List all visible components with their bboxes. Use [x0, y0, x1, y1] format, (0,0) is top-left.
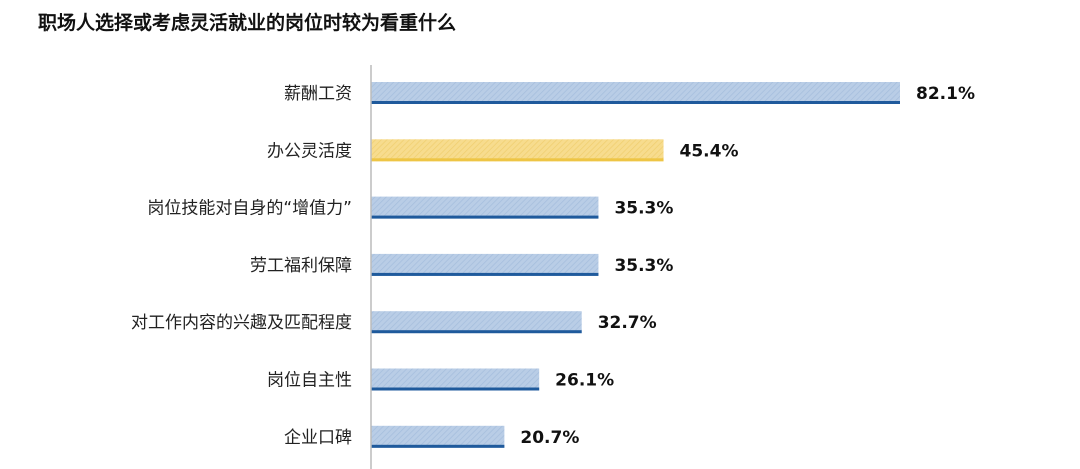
data-label: 82.1%	[916, 84, 975, 104]
data-label: 35.3%	[614, 199, 673, 219]
category-label: 对工作内容的兴趣及匹配程度	[131, 313, 352, 333]
chart-title: 职场人选择或考虑灵活就业的岗位时较为看重什么	[38, 12, 457, 34]
data-label: 45.4%	[680, 141, 739, 161]
bar	[371, 139, 664, 162]
bar-edge	[371, 215, 599, 219]
bar	[371, 82, 900, 104]
category-label: 岗位自主性	[267, 371, 352, 391]
bar	[371, 253, 599, 276]
data-label: 26.1%	[555, 371, 614, 391]
bar-edge	[371, 272, 599, 276]
category-label: 岗位技能对自身的“增值力”	[147, 199, 352, 219]
bar-edge	[371, 330, 582, 334]
data-label: 32.7%	[598, 313, 657, 333]
category-label: 薪酬工资	[284, 84, 352, 104]
bar	[371, 196, 599, 219]
category-label: 企业口碑	[284, 428, 352, 448]
bar-edge	[371, 158, 664, 162]
bar-edge	[371, 387, 540, 391]
category-label: 劳工福利保障	[250, 256, 352, 276]
bar	[371, 311, 582, 334]
category-label: 办公灵活度	[267, 141, 352, 161]
bar-edge	[371, 444, 505, 448]
bar	[371, 368, 540, 391]
data-label: 20.7%	[520, 428, 579, 448]
bar-edge	[371, 101, 900, 104]
data-label: 35.3%	[614, 256, 673, 276]
bar	[371, 425, 505, 448]
